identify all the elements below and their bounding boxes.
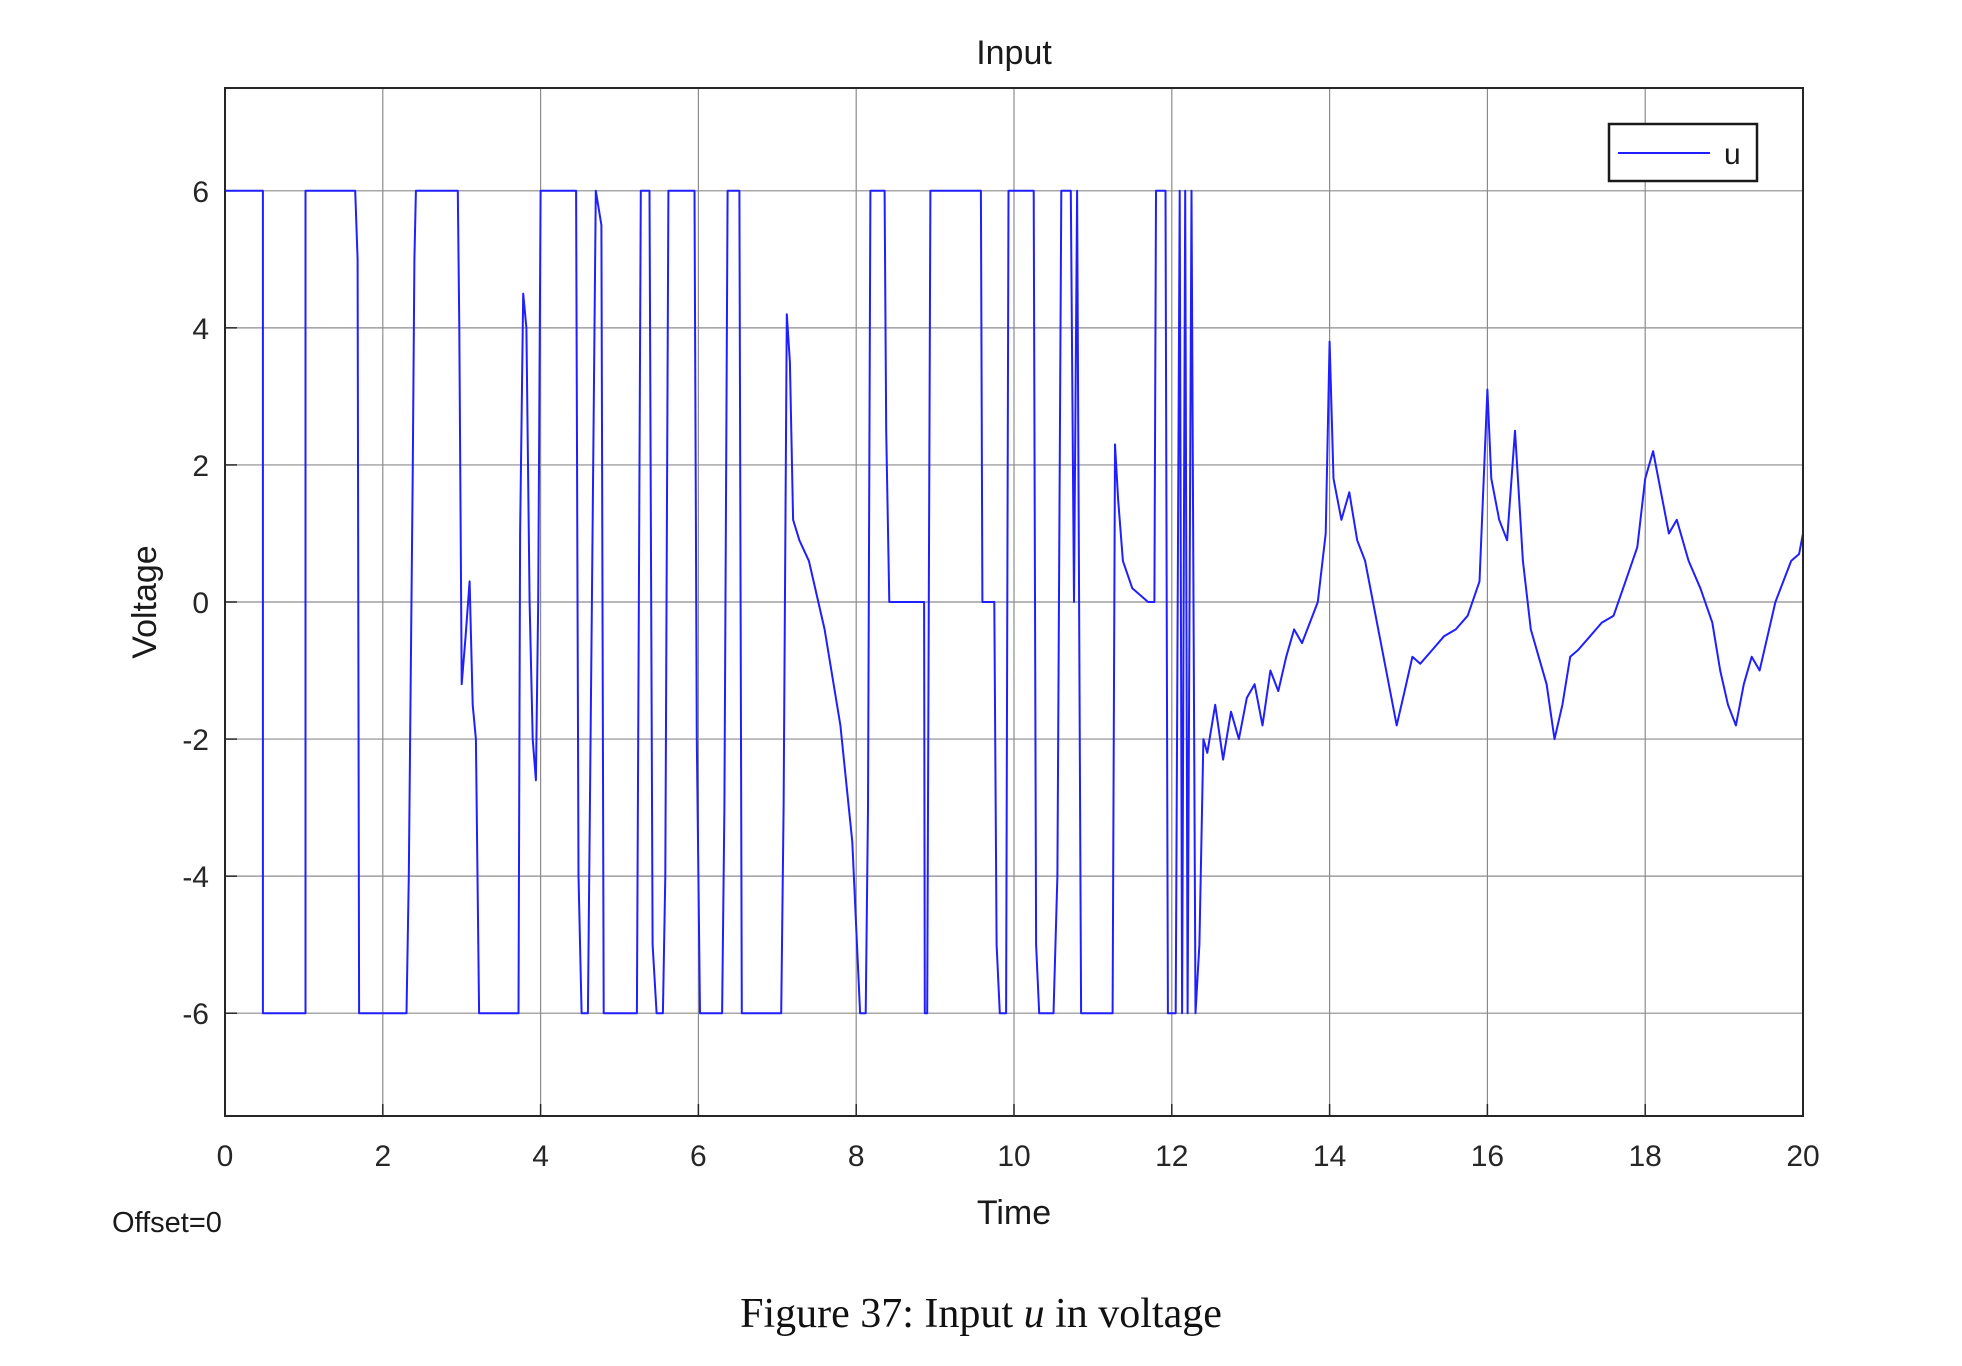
x-tick-label: 14 (1313, 1140, 1346, 1173)
legend-label-u: u (1724, 138, 1741, 171)
figure-caption: Figure 37: Input u in voltage (0, 1290, 1962, 1338)
x-tick-label: 10 (997, 1140, 1030, 1173)
x-axis-label: Time (977, 1194, 1051, 1232)
x-tick-label: 18 (1629, 1140, 1662, 1173)
x-tick-label: 2 (374, 1140, 391, 1173)
plot-frame (224, 87, 1804, 1117)
x-tick-label: 8 (848, 1140, 865, 1173)
y-axis-label: Voltage (126, 545, 164, 658)
y-ticks: -6 -4 -2 0 2 4 6 (182, 176, 209, 1031)
caption-prefix: Figure 37: Input (740, 1291, 1024, 1337)
chart-title: Input (976, 34, 1052, 72)
y-tick-label: 2 (192, 450, 209, 483)
y-tick-label: 0 (192, 587, 209, 620)
offset-annotation: Offset=0 (112, 1207, 222, 1239)
x-tick-label: 6 (690, 1140, 707, 1173)
caption-variable: u (1023, 1291, 1045, 1337)
legend: u (1607, 122, 1759, 183)
y-tick-label: 4 (192, 313, 209, 346)
x-tick-label: 16 (1471, 1140, 1504, 1173)
caption-suffix: in voltage (1044, 1291, 1222, 1337)
x-tick-label: 4 (532, 1140, 549, 1173)
y-tick-label: -2 (182, 724, 209, 757)
x-tick-label: 12 (1155, 1140, 1188, 1173)
y-tick-label: -4 (182, 861, 209, 894)
series-line-u (225, 189, 1804, 1015)
x-tick-label: 20 (1786, 1140, 1819, 1173)
x-ticks: 0 2 4 6 8 10 12 14 16 18 20 (217, 1140, 1820, 1173)
x-tick-label: 0 (217, 1140, 234, 1173)
y-tick-label: 6 (192, 176, 209, 209)
grid (224, 88, 1804, 1116)
series-group (225, 189, 1804, 1015)
y-tick-label: -6 (182, 998, 209, 1031)
